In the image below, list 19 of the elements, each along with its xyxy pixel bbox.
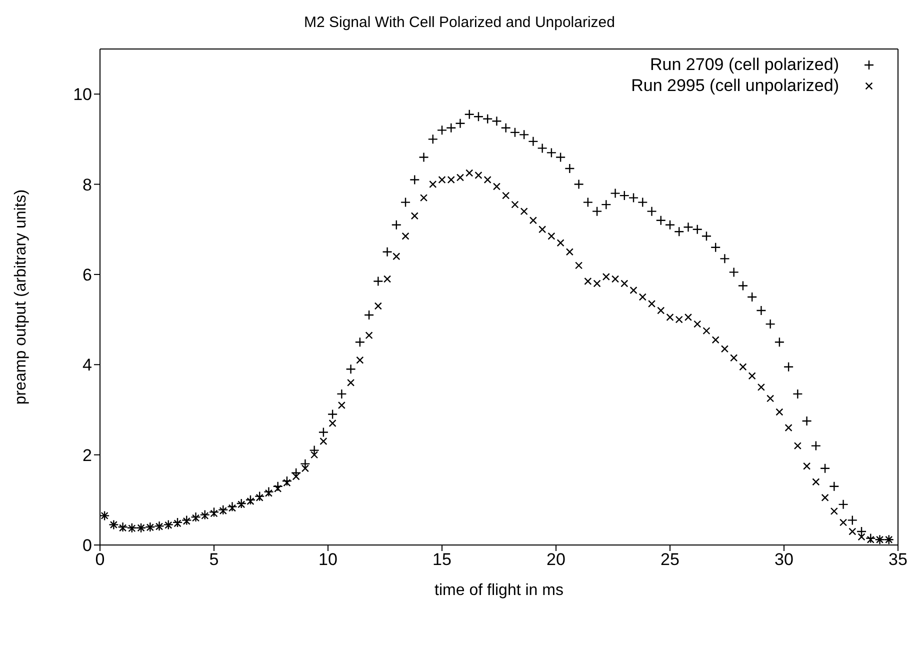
y-tick-label: 10 xyxy=(73,85,92,104)
y-axis-title: preamp output (arbitrary units) xyxy=(12,189,30,405)
y-tick-label: 8 xyxy=(82,175,92,194)
x-tick-label: 35 xyxy=(888,550,908,570)
y-tick-label: 6 xyxy=(82,265,92,284)
x-axis-title: time of flight in ms xyxy=(434,582,564,599)
x-tick-label: 30 xyxy=(774,550,794,570)
x-tick-label: 25 xyxy=(660,550,680,570)
x-tick-label: 20 xyxy=(546,550,566,570)
y-tick-label: 4 xyxy=(82,356,92,375)
x-tick-label: 0 xyxy=(95,550,105,570)
y-tick-label: 0 xyxy=(82,536,92,556)
legend-label: Run 2995 (cell unpolarized) xyxy=(631,75,839,96)
x-tick-label: 15 xyxy=(432,550,452,570)
legend-label: Run 2709 (cell polarized) xyxy=(650,54,839,75)
y-tick-label: 2 xyxy=(82,446,92,465)
chart-title: M2 Signal With Cell Polarized and Unpolarized xyxy=(303,14,616,31)
x-tick-label: 10 xyxy=(318,550,338,570)
x-tick-label: 5 xyxy=(209,550,219,570)
